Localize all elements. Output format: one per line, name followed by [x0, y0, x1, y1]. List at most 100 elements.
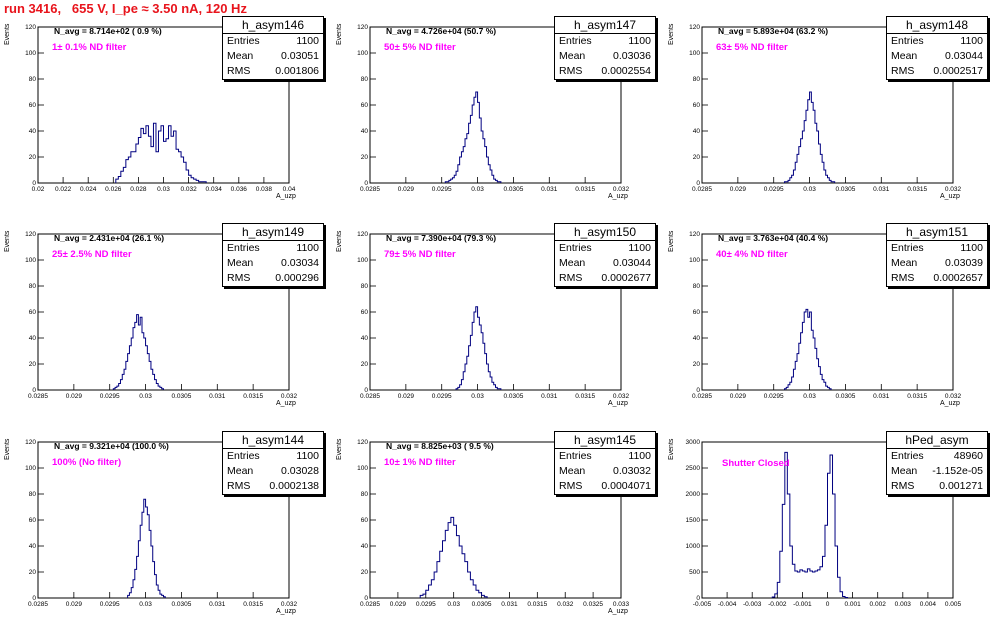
- stats-box: h_asym148 Entries 1100 Mean 0.03044 RMS 0.0002…: [886, 16, 988, 80]
- x-tick-label: 0.0325: [583, 601, 603, 608]
- stats-label: Mean: [891, 50, 918, 62]
- x-tick-label: 0.0315: [575, 186, 595, 193]
- filter-label: 50± 5% ND filter: [384, 42, 456, 53]
- y-tick-label: 2000: [686, 491, 701, 498]
- y-tick-label: 1500: [686, 517, 701, 524]
- y-tick-label: 60: [29, 517, 37, 524]
- x-tick-label: 0.0305: [503, 186, 523, 193]
- stats-value-entries: 1100: [296, 450, 319, 462]
- x-tick-label: 0.0295: [416, 601, 436, 608]
- histogram-panel: 0 20 40 60 80 100 120 0.0285 0.029 0.0295 0.03 0.03…: [332, 0, 664, 207]
- x-tick-label: 0.0285: [692, 393, 712, 400]
- stats-value-mean: 0.03036: [613, 50, 651, 62]
- x-tick-label: 0.031: [873, 393, 890, 400]
- x-tick-label: 0.0295: [432, 393, 452, 400]
- y-tick-label: 3000: [686, 439, 701, 446]
- histogram-panel: 0 20 40 60 80 100 120 0.02 0.022 0.024 0.026 0.028 0…: [0, 0, 332, 207]
- y-tick-label: 0: [32, 387, 36, 394]
- stats-label: Entries: [891, 450, 924, 462]
- n-avg-label: N_avg = 7.390e+04 (79.3 %): [386, 233, 497, 243]
- histogram-series: [115, 122, 207, 183]
- n-avg-label: N_avg = 2.431e+04 (26.1 %): [54, 233, 165, 243]
- n-avg-label: N_avg = 5.893e+04 (63.2 %): [718, 26, 829, 36]
- y-tick-label: 100: [689, 257, 700, 264]
- x-tick-label: 0.003: [895, 601, 912, 608]
- x-tick-label: 0.033: [613, 601, 630, 608]
- x-tick-label: 0.0305: [472, 601, 492, 608]
- y-tick-label: 0: [32, 595, 36, 602]
- y-axis-label: Events: [4, 230, 11, 252]
- x-tick-label: 0.0295: [100, 601, 120, 608]
- stats-label: Mean: [559, 50, 586, 62]
- y-tick-label: 120: [357, 24, 368, 31]
- x-tick-label: 0.0285: [28, 393, 48, 400]
- y-tick-label: 20: [693, 361, 701, 368]
- stats-label: Mean: [227, 257, 254, 269]
- y-axis-label: Events: [668, 230, 675, 252]
- stats-row-entries: Entries 1100: [887, 241, 987, 256]
- y-tick-label: 60: [29, 102, 37, 109]
- y-axis-label: Events: [4, 438, 11, 460]
- stats-value-entries: 1100: [628, 35, 651, 47]
- stats-title: h_asym148: [887, 17, 987, 34]
- y-tick-label: 20: [29, 569, 37, 576]
- y-tick-label: 0: [32, 180, 36, 187]
- stats-label: Mean: [559, 257, 586, 269]
- stats-label: RMS: [559, 272, 583, 284]
- y-tick-label: 100: [357, 465, 368, 472]
- stats-value-entries: 1100: [960, 35, 983, 47]
- x-tick-label: 0.0285: [692, 186, 712, 193]
- histogram-plot: 0 20 40 60 80 100 120 0.0285 0.029 0.0295 0.03 0.03…: [689, 24, 961, 193]
- stats-row-entries: Entries 1100: [887, 34, 987, 49]
- y-axis-label: Events: [336, 230, 343, 252]
- stats-value-mean: 0.03028: [281, 465, 319, 477]
- x-tick-label: 0.0315: [575, 393, 595, 400]
- histogram-plot: 0 20 40 60 80 100 120 0.0285 0.029 0.0295 0.03 0.03…: [25, 439, 297, 608]
- x-axis-label: A_uzp: [608, 608, 628, 615]
- stats-value-mean: 0.03034: [281, 257, 319, 269]
- y-tick-label: 120: [25, 24, 36, 31]
- stats-row-rms: RMS 0.0002657: [887, 271, 987, 286]
- x-tick-label: 0.029: [398, 393, 415, 400]
- stats-label: Mean: [227, 50, 254, 62]
- stats-value-mean: 0.03044: [945, 50, 983, 62]
- x-tick-label: 0.0305: [171, 393, 191, 400]
- x-tick-label: -0.005: [693, 601, 712, 608]
- y-tick-label: 0: [364, 387, 368, 394]
- x-tick-label: 0.005: [945, 601, 962, 608]
- stats-label: Entries: [227, 242, 260, 254]
- stats-label: Mean: [891, 257, 918, 269]
- x-tick-label: 0.029: [398, 186, 415, 193]
- filter-label: 10± 1% ND filter: [384, 457, 456, 468]
- histogram-plot: 0 500 1000 1500 2000 2500 3000 -0.005 -0.004 -0.0…: [686, 439, 962, 608]
- x-tick-label: 0.029: [730, 393, 747, 400]
- x-tick-label: 0: [826, 601, 830, 608]
- stats-row-rms: RMS 0.0004071: [555, 479, 655, 494]
- y-tick-label: 60: [693, 309, 701, 316]
- y-tick-label: 80: [693, 76, 701, 83]
- y-tick-label: 40: [29, 128, 37, 135]
- n-avg-label: N_avg = 8.714e+02 ( 0.9 %): [54, 26, 162, 36]
- x-tick-label: 0.026: [105, 186, 122, 193]
- y-tick-label: 120: [25, 231, 36, 238]
- histogram-panel: 0 20 40 60 80 100 120 0.0285 0.029 0.0295 0.03 0.03…: [664, 0, 996, 207]
- stats-value-mean: 0.03039: [945, 257, 983, 269]
- stats-value-rms: 0.000296: [275, 272, 319, 284]
- stats-row-entries: Entries 1100: [555, 34, 655, 49]
- stats-title: h_asym147: [555, 17, 655, 34]
- y-tick-label: 0: [696, 387, 700, 394]
- stats-label: Entries: [891, 242, 924, 254]
- y-tick-label: 60: [361, 102, 369, 109]
- stats-label: RMS: [891, 65, 915, 77]
- stats-row-rms: RMS 0.0002138: [223, 479, 323, 494]
- histogram-plot: 0 20 40 60 80 100 120 0.0285 0.029 0.0295 0.03 0.03…: [25, 231, 297, 400]
- x-tick-label: 0.0295: [764, 186, 784, 193]
- stats-box: h_asym145 Entries 1100 Mean 0.03032 RMS 0.0004…: [554, 431, 656, 495]
- stats-row-entries: Entries 1100: [223, 241, 323, 256]
- x-tick-label: 0.029: [66, 393, 83, 400]
- histogram-panel: 0 20 40 60 80 100 120 0.0285 0.029 0.0295 0.03 0.03…: [0, 207, 332, 414]
- stats-row-entries: Entries 1100: [555, 449, 655, 464]
- stats-value-mean: -1.152e-05: [932, 465, 983, 477]
- stats-label: Entries: [227, 35, 260, 47]
- stats-label: Entries: [227, 450, 260, 462]
